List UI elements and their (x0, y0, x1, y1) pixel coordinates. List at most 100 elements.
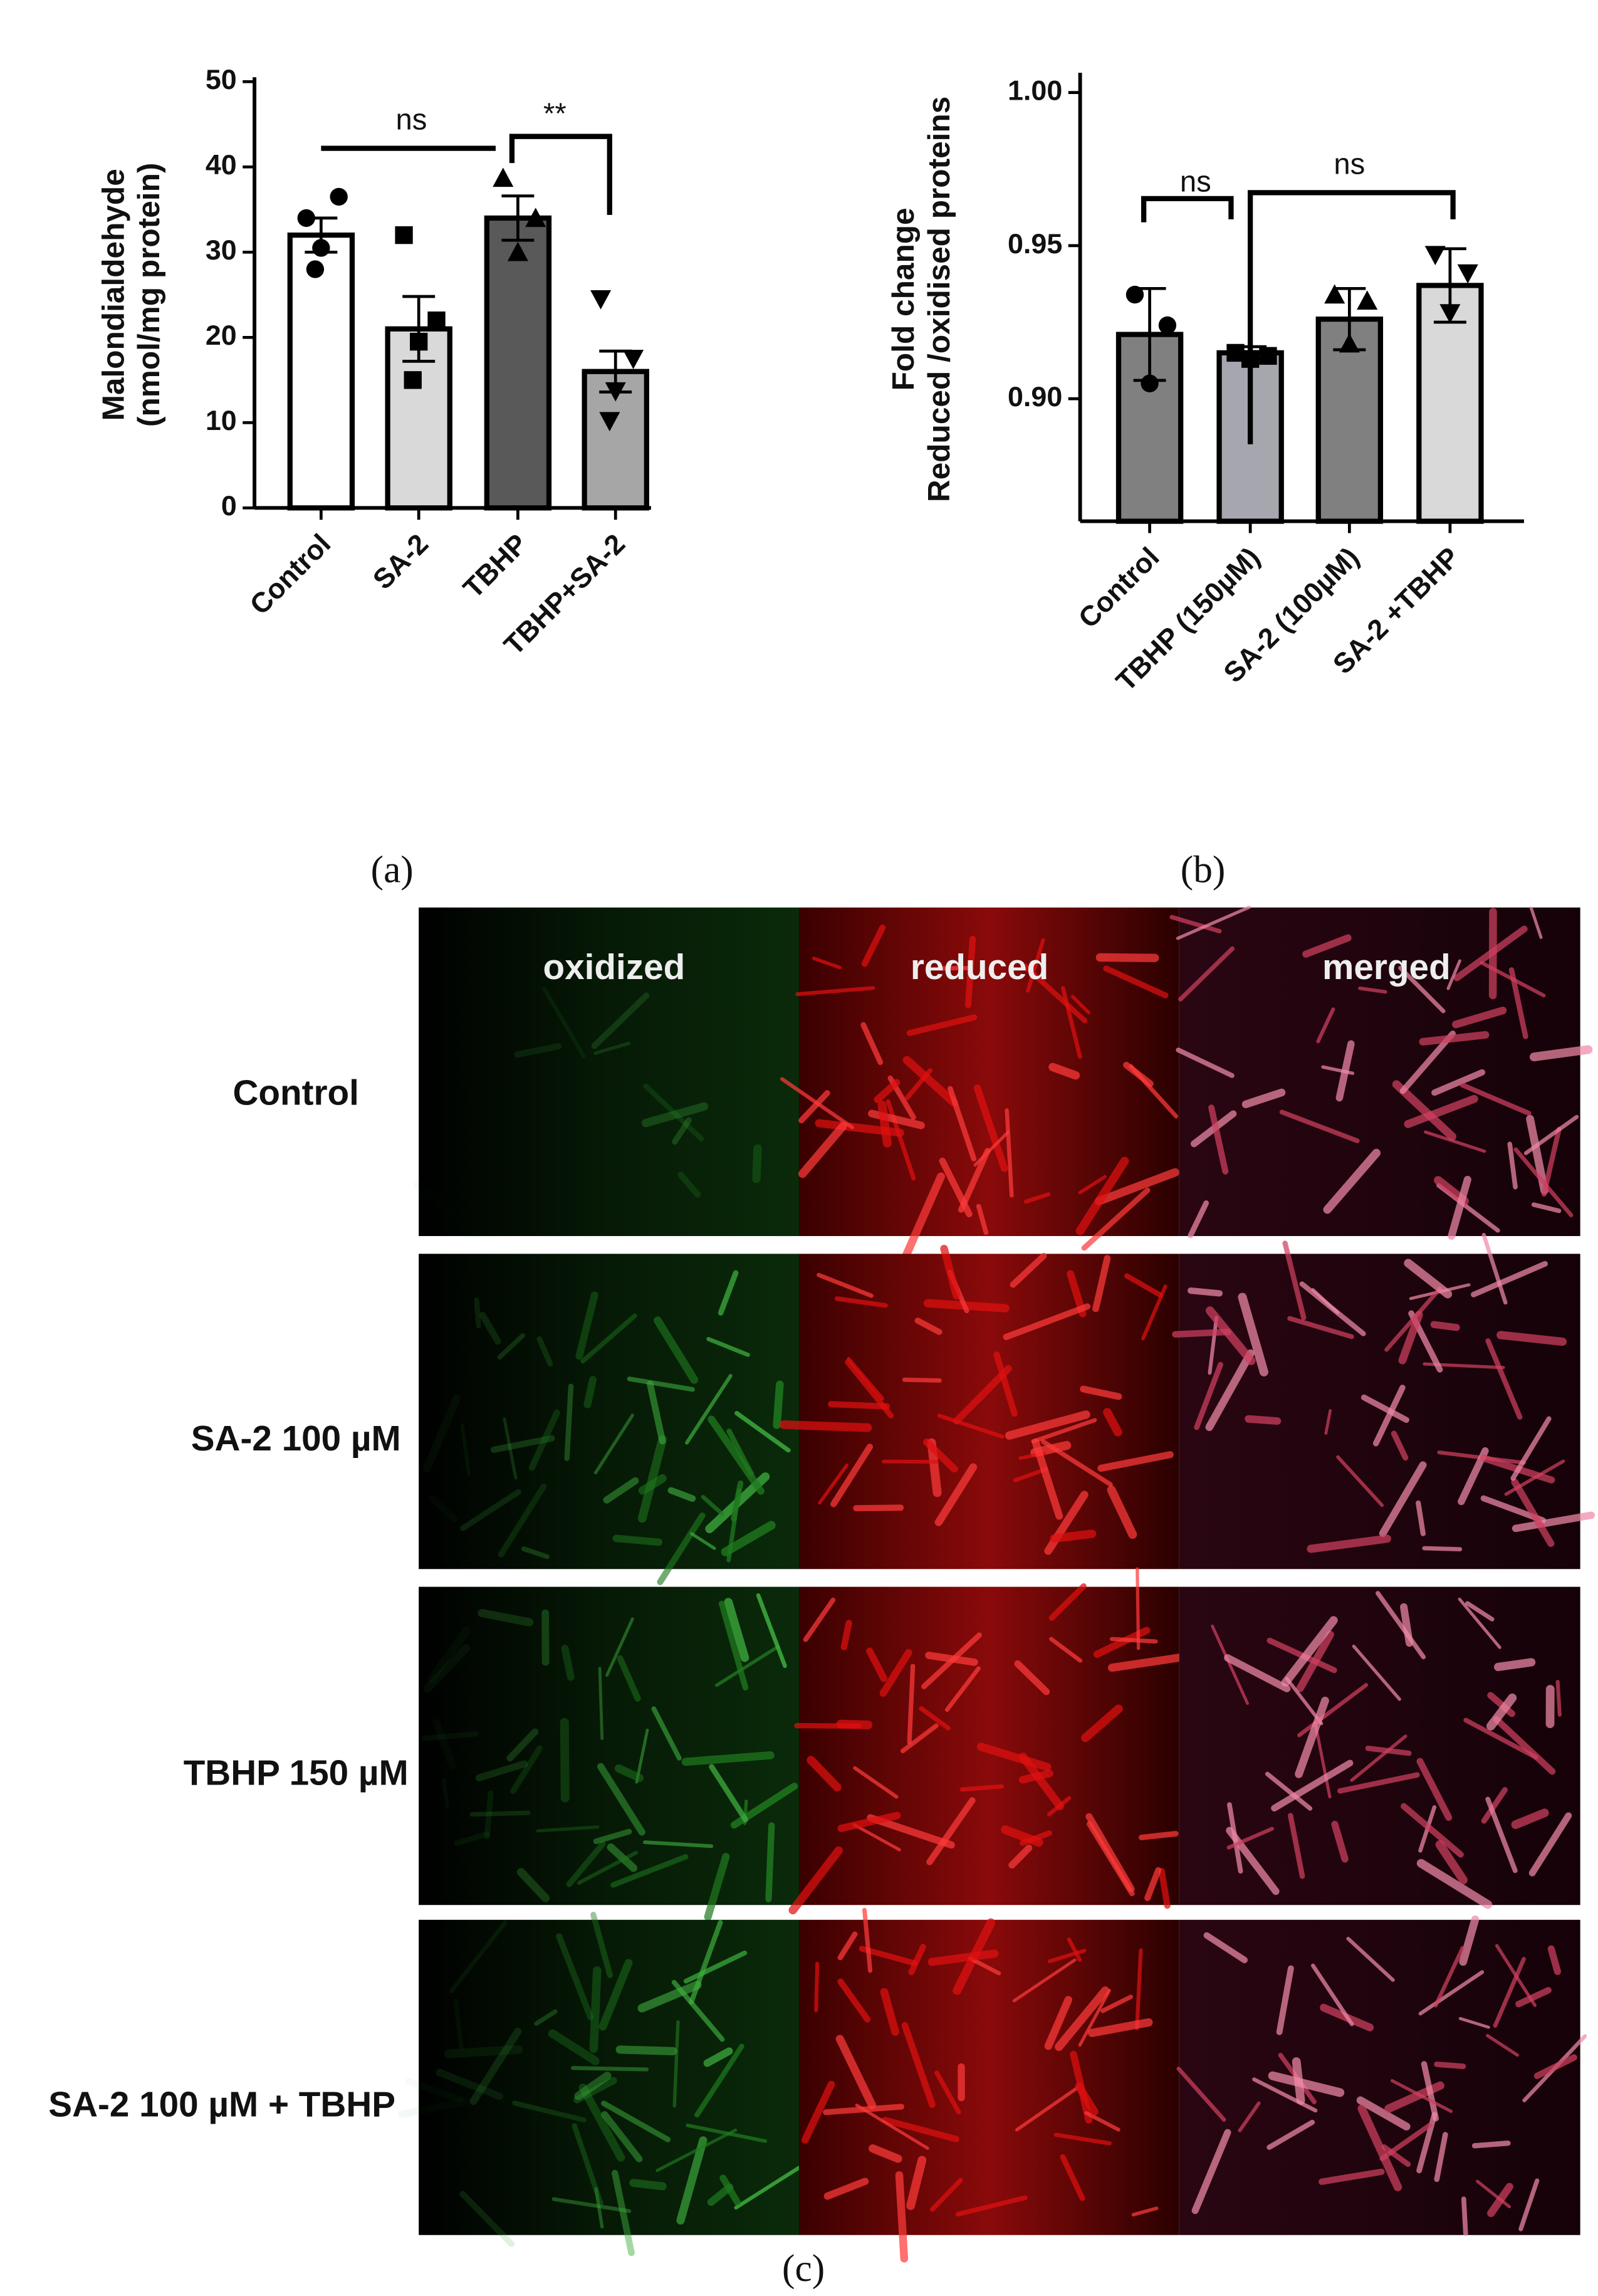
cell (1529, 906, 1543, 939)
cell (1352, 1644, 1401, 1701)
cell (1085, 1813, 1135, 1892)
cell (926, 1797, 976, 1865)
annotation: ns (395, 103, 427, 137)
cell (803, 1597, 836, 1642)
cell (694, 2043, 744, 2118)
cell (1003, 1303, 1091, 1340)
cell (1078, 1989, 1111, 2047)
cell (840, 1620, 852, 1650)
cell (973, 1084, 1008, 1172)
cell (429, 1495, 458, 1523)
cell (1460, 1082, 1532, 1116)
cell (503, 1417, 518, 1480)
cell (959, 1784, 1005, 1792)
cell (1493, 1957, 1526, 2028)
cell (1109, 1637, 1158, 1644)
cell (1141, 1284, 1167, 1341)
cell (1107, 1652, 1193, 1672)
cell (902, 1056, 958, 1107)
cell (1018, 1769, 1053, 1784)
microscopy-grid: Control SA-2 100 µM TBHP 150 µM SA-2 100 µM… (48, 905, 1595, 2290)
y-tick-label: 0.95 (1008, 228, 1062, 259)
data-point (599, 412, 620, 432)
cell (1555, 1680, 1562, 1717)
data-point (330, 187, 348, 206)
cell (1434, 2061, 1466, 2070)
cell (1067, 1937, 1082, 1962)
cell (1271, 1759, 1354, 1812)
panel-label: (b) (1181, 849, 1226, 891)
cell (1496, 1331, 1567, 1346)
cell (1398, 1311, 1423, 1365)
cell (1044, 1996, 1073, 2050)
cell (1012, 1958, 1077, 2003)
annotation: ns (1180, 165, 1211, 199)
cell (1419, 1031, 1490, 1046)
cell (835, 2035, 876, 2109)
cell (593, 1828, 632, 1845)
cell (1529, 1045, 1593, 1062)
cell (1023, 1192, 1051, 1204)
cell (1459, 1915, 1480, 1966)
cell (834, 1296, 888, 1308)
cell (1050, 1529, 1097, 1543)
cell (637, 1435, 667, 1523)
cell (1008, 1844, 1033, 1869)
cell (580, 1313, 637, 1364)
bar (1416, 283, 1484, 524)
cell (575, 1291, 598, 1360)
cell (1418, 1970, 1485, 2016)
cell (572, 2123, 603, 2206)
cell (1493, 1658, 1536, 1672)
cell (976, 1203, 989, 1235)
cell (944, 1666, 981, 1712)
cell (721, 1521, 776, 1556)
error-bar (501, 194, 535, 242)
cell (1288, 1813, 1305, 1879)
cell (1512, 1511, 1595, 1533)
cell (752, 1144, 762, 1183)
cell (907, 1664, 916, 1745)
cell (877, 1100, 892, 1148)
cell (1103, 1408, 1122, 1437)
cell (676, 2136, 708, 2225)
cell (1310, 1963, 1354, 2026)
cell (643, 1083, 704, 1141)
cell (1321, 1065, 1355, 1075)
cell (1191, 2129, 1231, 2215)
cell (1107, 1486, 1137, 1539)
cell (908, 1944, 926, 1976)
x-tick-label: TBHP (457, 528, 533, 604)
cell (1416, 1758, 1453, 1822)
y-tick-label: 30 (206, 234, 237, 266)
panel-label: (c) (782, 2247, 825, 2290)
cell (1010, 1252, 1047, 1288)
cell (701, 1495, 724, 1516)
cell (861, 924, 886, 967)
cell (862, 1907, 873, 1973)
cell (817, 1272, 874, 1298)
cell (780, 1077, 854, 1130)
cell (459, 2191, 515, 2247)
data-point (590, 290, 612, 310)
cell (1486, 1693, 1517, 1731)
cell (564, 1383, 574, 1461)
cell (1097, 1451, 1174, 1472)
cell (795, 986, 875, 997)
y-tick-label: 20 (206, 319, 237, 351)
significance-bracket (1141, 196, 1234, 223)
cell (671, 1979, 725, 2042)
cell (474, 1297, 481, 1329)
cell (1430, 1321, 1460, 1331)
cell (866, 1647, 887, 1682)
cell (1299, 1281, 1366, 1336)
cell (690, 1532, 716, 1550)
cell (837, 1811, 901, 1832)
cell (436, 2068, 503, 2100)
cell (724, 1598, 749, 1662)
cell (1452, 1006, 1507, 1029)
cell (641, 1102, 709, 1128)
cell (703, 2047, 733, 2067)
x-tick-label: SA-2 (367, 528, 434, 595)
